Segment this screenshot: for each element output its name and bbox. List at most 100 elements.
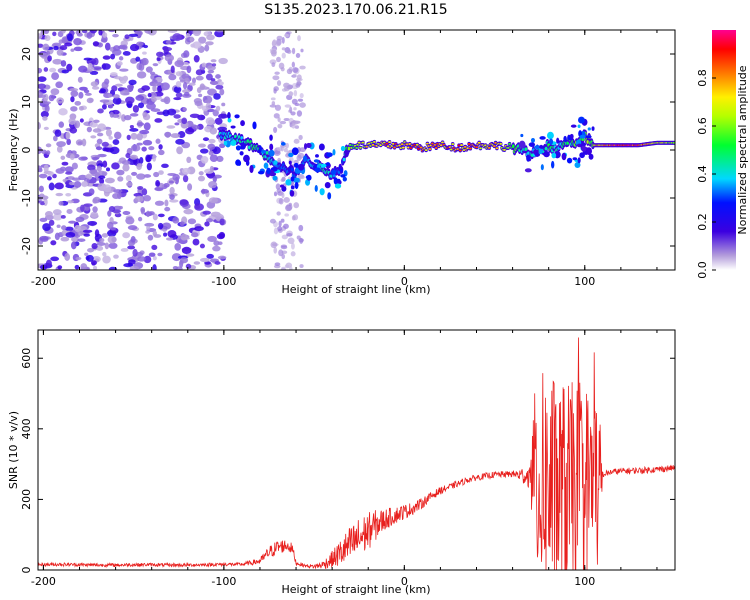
spectral-noise-blob xyxy=(153,171,160,178)
spectral-noise-blob xyxy=(198,171,204,176)
spectral-scatter-blob xyxy=(223,140,228,146)
spectral-noise-blob xyxy=(48,182,55,191)
spectral-noise-blob xyxy=(192,125,200,130)
spectral-noise-blob xyxy=(210,78,216,82)
spectral-noise-blob xyxy=(173,97,182,101)
spectral-noise-blob xyxy=(136,133,143,141)
spectral-noise-blob xyxy=(101,63,111,70)
spectral-noise-blob xyxy=(124,34,130,40)
spectral-noise-blob xyxy=(276,56,281,63)
spectral-noise-blob xyxy=(116,169,125,176)
spectral-ridge-core xyxy=(503,148,506,151)
spectral-noise-blob xyxy=(215,105,221,112)
spectral-ridge-core xyxy=(340,168,343,172)
spectral-noise-blob xyxy=(90,81,99,87)
spectral-noise-blob xyxy=(151,82,161,87)
spectral-noise-blob xyxy=(144,222,155,227)
spectral-noise-blob xyxy=(270,241,278,249)
spectral-ridge-core xyxy=(405,143,409,146)
spectral-noise-blob xyxy=(142,51,147,55)
spectral-noise-blob xyxy=(185,253,195,257)
spectral-scatter-blob xyxy=(273,160,278,165)
spectral-noise-blob xyxy=(145,154,151,163)
spectral-noise-blob xyxy=(45,50,51,56)
spectral-scatter-blob xyxy=(534,152,540,157)
spectral-noise-blob xyxy=(273,88,277,94)
spectral-noise-blob xyxy=(207,88,217,96)
spectral-noise-blob xyxy=(199,257,210,263)
spectral-noise-blob xyxy=(126,134,131,141)
spectral-noise-blob xyxy=(87,164,96,171)
spectral-noise-blob xyxy=(214,261,221,265)
spectral-noise-blob xyxy=(187,30,195,35)
spectral-noise-blob xyxy=(217,255,227,260)
spectral-scatter-blob xyxy=(591,126,595,131)
spectrogram-x-tick-label: 100 xyxy=(574,275,595,288)
spectral-noise-blob xyxy=(55,81,64,89)
spectral-noise-blob xyxy=(95,146,103,151)
colorbar-axis: 0.0 0.2 0.4 0.6 0.8 xyxy=(696,69,716,279)
spectral-scatter-blob xyxy=(239,151,244,156)
spectral-noise-blob xyxy=(276,188,282,194)
spectral-noise-blob xyxy=(58,201,64,206)
spectral-noise-blob xyxy=(278,197,284,205)
spectral-noise-blob xyxy=(165,132,171,138)
spectral-scatter-blob xyxy=(234,114,240,119)
spectral-noise-blob xyxy=(286,68,293,75)
spectral-noise-blob xyxy=(145,66,153,73)
spectral-noise-blob xyxy=(44,35,51,41)
spectral-scatter-blob xyxy=(320,163,327,168)
spectral-noise-blob xyxy=(122,163,130,172)
spectral-noise-blob xyxy=(154,200,165,206)
spectral-noise-blob xyxy=(289,106,293,114)
spectral-noise-blob xyxy=(52,42,62,48)
spectral-noise-blob xyxy=(172,265,179,270)
spectral-noise-blob xyxy=(122,232,131,239)
spectral-noise-blob xyxy=(152,264,157,270)
spectral-noise-blob xyxy=(290,111,296,116)
spectral-ridge-core xyxy=(369,144,372,147)
spectral-noise-blob xyxy=(64,226,74,231)
spectrogram-y-tick-label: -10 xyxy=(20,189,33,207)
spectral-ridge-core xyxy=(361,141,365,144)
spectral-scatter-blob xyxy=(586,135,592,139)
spectral-noise-blob xyxy=(146,225,151,231)
spectral-noise-blob xyxy=(283,223,289,229)
spectral-noise-blob xyxy=(218,113,228,119)
spectral-noise-blob xyxy=(84,92,92,96)
spectral-noise-blob xyxy=(42,223,51,231)
spectral-scatter-blob xyxy=(289,190,295,197)
spectral-noise-blob xyxy=(217,241,223,246)
spectral-noise-blob xyxy=(299,92,304,99)
spectral-noise-blob xyxy=(127,245,136,250)
spectral-noise-blob xyxy=(107,210,112,217)
spectral-noise-blob xyxy=(183,91,190,97)
spectral-scatter-blob xyxy=(518,140,526,149)
spectral-noise-blob xyxy=(119,68,129,72)
spectral-noise-blob xyxy=(215,84,224,90)
spectral-scatter-blob xyxy=(579,134,586,139)
spectral-ridge-core xyxy=(234,134,237,139)
spectral-noise-blob xyxy=(276,211,281,216)
spectral-noise-blob xyxy=(158,144,163,150)
spectral-ridge-core xyxy=(290,167,294,172)
spectral-noise-blob xyxy=(64,253,71,261)
spectral-ridge-core xyxy=(479,147,482,150)
spectral-noise-blob xyxy=(93,57,99,66)
spectral-noise-blob xyxy=(175,80,182,88)
spectral-noise-blob xyxy=(50,256,60,262)
spectral-noise-blob xyxy=(296,154,302,161)
spectral-noise-blob xyxy=(206,253,214,259)
spectral-noise-blob xyxy=(284,264,290,269)
spectral-noise-blob xyxy=(108,266,118,270)
spectral-noise-blob xyxy=(291,215,296,221)
spectral-noise-blob xyxy=(68,181,75,186)
spectrogram-y-label: Frequency (Hz) xyxy=(7,109,20,192)
spectral-noise-blob xyxy=(164,54,175,62)
spectral-noise-blob xyxy=(158,170,164,175)
colorbar-tick-label: 0.0 xyxy=(696,261,709,279)
spectral-noise-blob xyxy=(77,76,83,83)
spectral-noise-blob xyxy=(149,71,156,76)
spectral-noise-blob xyxy=(281,52,286,59)
spectral-noise-blob xyxy=(142,139,153,146)
